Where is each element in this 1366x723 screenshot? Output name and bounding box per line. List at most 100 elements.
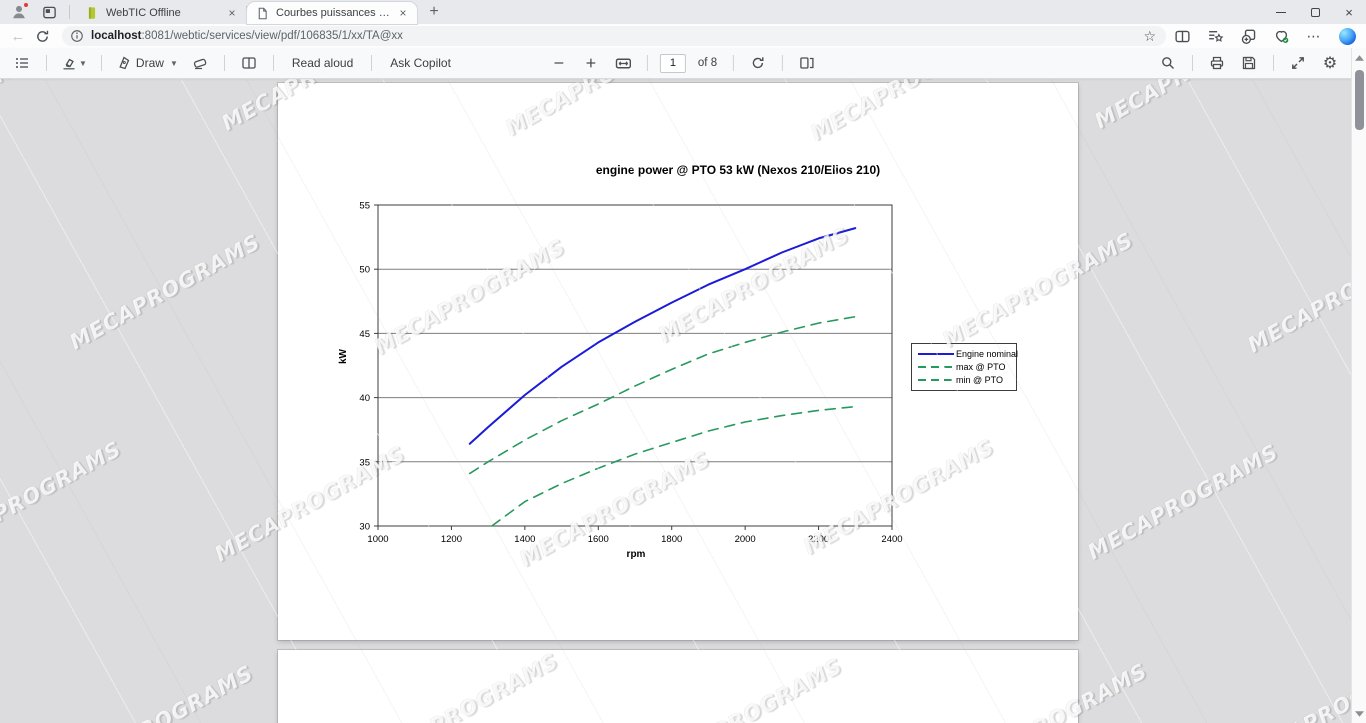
chart-title: engine power @ PTO 53 kW (Nexos 210/Elio…: [595, 163, 881, 177]
svg-text:1800: 1800: [661, 534, 682, 545]
highlight-button[interactable]: ▼: [59, 51, 89, 75]
refresh-icon: [36, 30, 48, 42]
divider: [100, 55, 102, 71]
chevron-down-icon: ▼: [79, 58, 87, 68]
legend-line-sample: [918, 365, 954, 368]
tab-title: Courbes puissances PTO: [276, 7, 395, 19]
favorite-star-icon[interactable]: ☆: [1143, 27, 1156, 44]
address-bar[interactable]: localhost:8081/webtic/services/view/pdf/…: [62, 26, 1166, 46]
svg-text:1000: 1000: [367, 534, 388, 545]
back-button[interactable]: ←: [6, 26, 30, 46]
zoom-in-button[interactable]: [579, 51, 603, 75]
ask-copilot-label: Ask Copilot: [390, 56, 451, 70]
browser-essentials-button[interactable]: [1271, 26, 1291, 46]
pdf-toolbar: ▼ Draw ▼ Read aloud Ask Copilot: [0, 48, 1366, 79]
pdf-settings-button[interactable]: ⚙: [1318, 51, 1342, 75]
tab-separator: [246, 5, 247, 19]
split-screen-button[interactable]: [1172, 26, 1192, 46]
url-path: :8081/webtic/services/view/pdf/106835/1/…: [141, 30, 403, 42]
erase-button[interactable]: [188, 51, 212, 75]
window-controls: ×: [1264, 0, 1366, 24]
search-icon: [1162, 57, 1174, 69]
divider: [46, 55, 47, 71]
print-button[interactable]: [1205, 51, 1229, 75]
scroll-down-button[interactable]: [1352, 706, 1366, 721]
save-icon: [1242, 56, 1256, 70]
close-icon[interactable]: ×: [399, 6, 407, 20]
gear-icon: ⚙: [1322, 55, 1338, 72]
settings-menu-button[interactable]: ⋯: [1304, 26, 1324, 46]
legend-line-sample: [918, 378, 954, 381]
url-text: localhost:8081/webtic/services/view/pdf/…: [91, 30, 1139, 42]
legend-entry: min @ PTO: [918, 373, 1012, 386]
read-aloud-button[interactable]: Read aloud: [286, 51, 359, 75]
toc-button[interactable]: [10, 51, 34, 75]
copilot-icon: [1338, 27, 1356, 45]
scrollbar-thumb[interactable]: [1355, 70, 1364, 130]
tab-courbes-puissances[interactable]: Courbes puissances PTO ×: [247, 2, 417, 24]
divider: [1273, 55, 1274, 71]
legend-line-sample: [918, 352, 954, 355]
y-axis-label: kW: [338, 349, 349, 364]
divider: [69, 5, 70, 19]
browser-toolbar: ← localhost:8081/webtic/services/view/pd…: [0, 24, 1366, 48]
save-button[interactable]: [1237, 51, 1261, 75]
print-icon: [1210, 56, 1224, 70]
chart-legend: Engine nominal max @ PTO min @ PTO: [911, 343, 1018, 391]
rotate-button[interactable]: [746, 51, 770, 75]
ellipsis-icon: ⋯: [1306, 27, 1322, 44]
url-host: localhost: [91, 30, 142, 42]
page-layout-icon: [800, 57, 814, 69]
chevron-down-icon: ▼: [169, 58, 178, 68]
watermark-text: MECAPROGRAMS: [1083, 439, 1283, 565]
ask-copilot-button[interactable]: Ask Copilot: [384, 51, 457, 75]
profile-icon: [13, 5, 25, 19]
favorites-hub-icon: [1208, 30, 1223, 42]
divider: [646, 55, 648, 71]
close-window-button[interactable]: ×: [1345, 4, 1353, 20]
search-document-button[interactable]: [1156, 51, 1180, 75]
highlighter-icon: [63, 58, 75, 70]
vertical-scrollbar[interactable]: [1351, 48, 1366, 723]
svg-text:35: 35: [359, 457, 370, 468]
svg-text:30: 30: [359, 522, 370, 533]
collections-add-icon: [1241, 29, 1255, 44]
info-icon[interactable]: [70, 29, 84, 43]
fit-width-icon: [615, 58, 631, 68]
refresh-button[interactable]: [30, 26, 54, 46]
watermark-text: MECAPROGRAMS: [1236, 646, 1366, 723]
divider: [1192, 55, 1193, 71]
page-number-input[interactable]: [659, 53, 686, 73]
favorites-hub-button[interactable]: [1205, 26, 1225, 46]
zoom-out-button[interactable]: [547, 51, 571, 75]
tab-activity-icon[interactable]: [42, 5, 57, 20]
browser-essentials-icon: [1275, 30, 1288, 43]
collections-button[interactable]: [1238, 26, 1258, 46]
arrow-down-icon: [1355, 710, 1364, 717]
maximize-button[interactable]: [1298, 0, 1332, 24]
minimize-icon: [1276, 11, 1286, 13]
fit-width-button[interactable]: [611, 51, 635, 75]
profile-button[interactable]: [8, 2, 30, 21]
tab-webtic-offline[interactable]: WebTIC Offline ×: [76, 2, 246, 24]
tab-bar: WebTIC Offline × Courbes puissances PTO …: [0, 0, 1366, 24]
svg-text:2000: 2000: [735, 534, 756, 545]
pdf-page-1: engine power @ PTO 53 kW (Nexos 210/Elio…: [278, 83, 1078, 640]
draw-button[interactable]: Draw ▼: [114, 51, 180, 75]
legend-entry: Engine nominal: [918, 347, 1018, 360]
plus-icon: [586, 58, 596, 68]
minimize-button[interactable]: [1264, 0, 1298, 24]
fullscreen-button[interactable]: [1286, 51, 1310, 75]
watermark-text: MECAPROGRAMS: [1243, 232, 1366, 358]
legend-label: min @ PTO: [956, 374, 1003, 385]
notification-dot-icon: [23, 2, 29, 8]
scroll-up-button[interactable]: [1352, 50, 1366, 65]
watermark-text: MECAPROGRAMS: [0, 436, 126, 562]
page-view-button[interactable]: [237, 51, 261, 75]
watermark-text: MECAPROGRAMS: [65, 229, 265, 355]
copilot-button[interactable]: [1337, 26, 1357, 46]
single-page-view-button[interactable]: [795, 51, 819, 75]
legend-label: max @ PTO: [956, 361, 1006, 372]
close-icon[interactable]: ×: [228, 6, 236, 20]
new-tab-button[interactable]: +: [429, 3, 439, 20]
